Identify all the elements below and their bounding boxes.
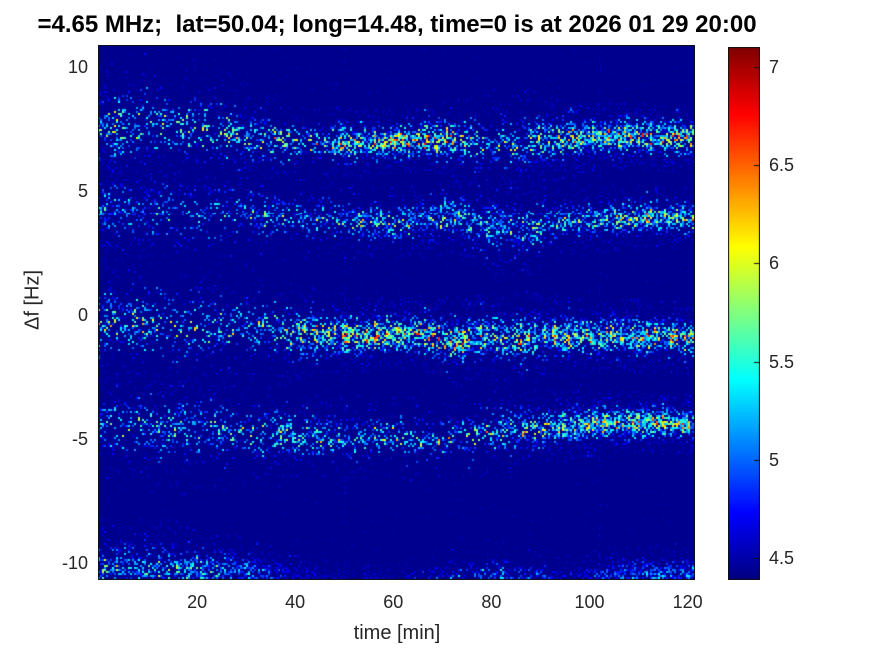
cb-tick-label: 4.5: [769, 548, 795, 569]
x-tick-label: 20: [187, 592, 208, 612]
cb-tick-label: 7: [769, 56, 780, 77]
cb-tick-label: 5.5: [769, 351, 795, 372]
y-tick-label: 10: [67, 57, 88, 78]
colorbar: [728, 47, 760, 580]
x-tick-label: 100: [574, 592, 605, 612]
spectrogram-plot-area: [98, 45, 695, 580]
y-tick-label: -5: [71, 428, 88, 449]
cb-tick-label: 5: [769, 450, 780, 471]
x-tick-label: 40: [285, 592, 306, 612]
x-tick-label: 80: [481, 592, 502, 612]
y-tick-label: 0: [77, 304, 88, 325]
title-clip-region: =4.65 MHz; lat=50.04; long=14.48, time=0…: [0, 0, 875, 44]
x-tick-label: 60: [383, 592, 404, 612]
plot-title: =4.65 MHz; lat=50.04; long=14.48, time=0…: [37, 11, 757, 38]
cb-tick-label: 6.5: [769, 155, 795, 175]
y-tick-label: 5: [77, 181, 88, 202]
cb-tick-label: 6: [769, 253, 780, 274]
x-tick-label: 120: [672, 592, 703, 612]
x-axis-label: time [min]: [353, 622, 441, 644]
y-tick-label: -10: [61, 552, 88, 573]
y-axis-label: Δf [Hz]: [21, 269, 44, 331]
